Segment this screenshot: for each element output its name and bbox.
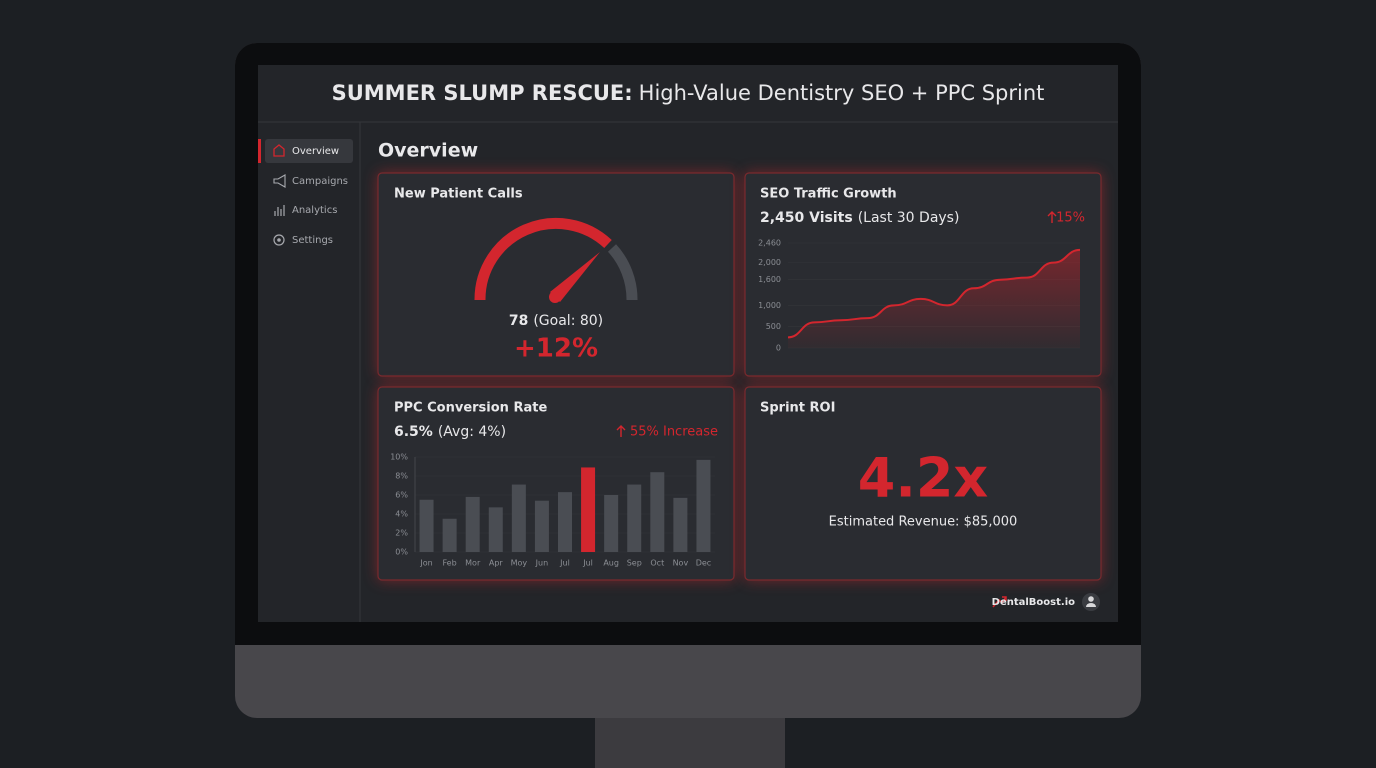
ppc-summary: 6.5% (Avg: 4%) [394, 424, 506, 440]
calls-count: 78 [509, 313, 528, 329]
bar [558, 492, 572, 552]
y-tick-label: 2,000 [758, 258, 781, 267]
nav-item[interactable]: Overview [292, 146, 339, 157]
gauge-arc-rest [607, 244, 638, 301]
page-title: Overview [378, 140, 478, 162]
up-arrow [616, 425, 626, 437]
x-tick-label: Jul [582, 559, 593, 568]
header-title-bold: SUMMER SLUMP RESCUE: [332, 81, 633, 105]
ppc-change: 55% Increase [630, 425, 718, 440]
card-title: PPC Conversion Rate [394, 401, 547, 416]
bar [673, 497, 688, 552]
x-tick-label: Oct [650, 559, 664, 568]
x-tick-label: Jul [559, 559, 570, 568]
roi-value: 4.2x [858, 447, 989, 510]
y-tick-label: 8% [395, 472, 408, 481]
card [744, 386, 1102, 581]
calls-value: 78 (Goal: 80) [509, 313, 603, 329]
y-tick-label: 1,000 [758, 301, 781, 310]
monitor-stand [595, 712, 785, 768]
gauge-hub [549, 291, 561, 303]
x-tick-label: Apr [489, 559, 504, 568]
bar [511, 484, 526, 552]
icon-home [273, 144, 285, 157]
bar [650, 472, 665, 552]
header-title-rest: High-Value Dentistry SEO + PPC Sprint [639, 81, 1045, 105]
brand-name: DentalBoost.io [992, 597, 1075, 608]
brand-logo [992, 596, 1007, 608]
seo-summary: 2,450 Visits (Last 30 Days) [760, 210, 959, 226]
bar [627, 484, 642, 552]
ppc-avg: (Avg: 4%) [438, 424, 506, 440]
calls-change: +12% [514, 334, 598, 364]
x-tick-label: Dec [696, 559, 711, 568]
icon-megaphone [273, 174, 286, 188]
card-title: SEO Traffic Growth [760, 187, 897, 202]
calls-goal: (Goal: 80) [533, 313, 603, 329]
bar [534, 500, 549, 552]
y-tick-label: 4% [395, 510, 408, 519]
nav-item[interactable]: Analytics [292, 205, 337, 216]
nav-active-bg [265, 139, 353, 163]
user-avatar-head [1088, 596, 1094, 602]
x-tick-label: Sep [627, 559, 642, 568]
gauge-arc-filled [474, 217, 612, 301]
nav-item[interactable]: Settings [292, 235, 333, 246]
y-tick-label: 500 [766, 322, 781, 331]
x-tick-label: Jun [535, 559, 549, 568]
header-title: SUMMER SLUMP RESCUE: High-Value Dentistry… [332, 81, 1045, 105]
icon-settings-core [277, 238, 281, 242]
x-tick-label: Mor [465, 559, 481, 568]
x-tick-label: Aug [603, 559, 619, 568]
y-tick-label: 0% [395, 548, 408, 557]
y-tick-label: 2,460 [758, 239, 781, 248]
bar [488, 507, 503, 552]
nav-active-marker [258, 139, 261, 163]
user-avatar-body [1086, 603, 1096, 607]
icon-analytics [274, 205, 285, 216]
bar [696, 459, 711, 552]
up-arrow [1047, 211, 1057, 223]
x-tick-label: Moy [511, 559, 528, 568]
bar [581, 467, 596, 552]
x-tick-label: Nov [673, 559, 689, 568]
ppc-rate: 6.5% [394, 424, 433, 440]
roi-revenue: Estimated Revenue: $85,000 [829, 515, 1018, 530]
bar [442, 518, 457, 552]
icon-settings [273, 234, 285, 246]
y-tick-label: 0 [776, 344, 781, 353]
area-fill [788, 249, 1080, 348]
card-title: New Patient Calls [394, 187, 523, 202]
bar [465, 496, 480, 552]
y-tick-label: 10% [390, 453, 408, 462]
card [377, 172, 735, 377]
bar [604, 495, 619, 552]
y-tick-label: 1,600 [758, 275, 781, 284]
bar [419, 499, 434, 552]
card-title: Sprint ROI [760, 401, 835, 416]
seo-period: (Last 30 Days) [858, 210, 960, 226]
y-tick-label: 2% [395, 529, 408, 538]
y-tick-label: 6% [395, 491, 408, 500]
user-avatar[interactable] [1082, 593, 1100, 611]
seo-change: 15% [1056, 211, 1085, 226]
seo-visits: 2,450 Visits [760, 210, 853, 226]
x-tick-label: Feb [443, 559, 457, 568]
line [787, 248, 1081, 339]
nav-item[interactable]: Campaigns [292, 176, 348, 187]
gauge-needle [550, 252, 600, 302]
x-tick-label: Jon [419, 559, 432, 568]
